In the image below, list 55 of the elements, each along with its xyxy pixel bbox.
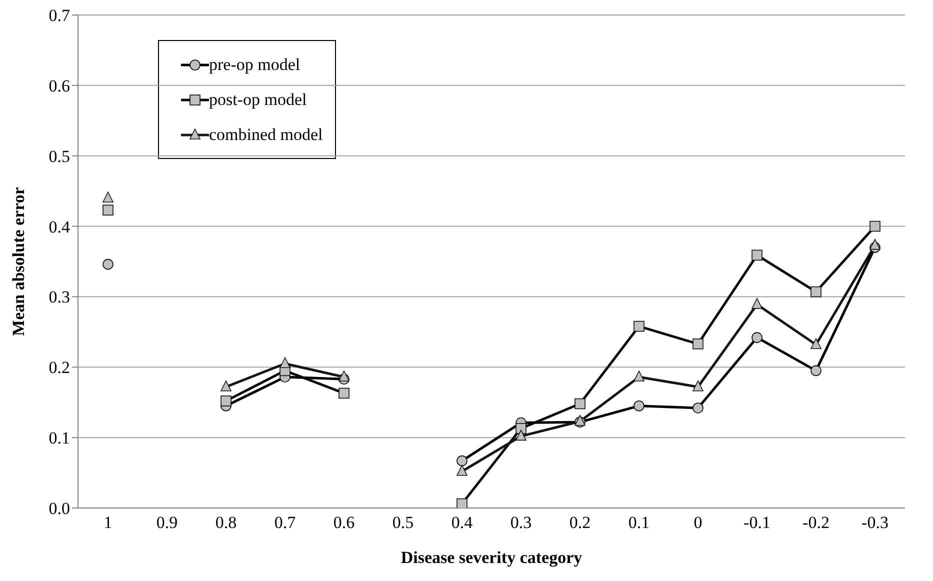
point [102, 204, 114, 216]
x-tick-label: 0.1 [628, 513, 650, 532]
point [870, 220, 880, 232]
point [692, 338, 704, 350]
point [456, 464, 468, 476]
point [752, 298, 762, 309]
y-tick-label: 0.3 [48, 288, 70, 307]
point [220, 396, 232, 406]
point [810, 286, 822, 298]
y-tick-label: 0.1 [48, 428, 70, 448]
x-tick-label: 0.4 [451, 513, 474, 532]
point [516, 430, 526, 441]
y-tick-label: 0.7 [48, 6, 70, 26]
legend-label: combined model [209, 124, 323, 144]
x-axis-title: Disease severity category [400, 548, 583, 567]
x-tick-label: 0.2 [569, 513, 591, 532]
point [456, 455, 468, 466]
point [634, 370, 644, 382]
point [634, 400, 644, 412]
point [634, 320, 644, 332]
point [280, 357, 290, 368]
x-tick-label: -0.1 [744, 513, 770, 532]
legend-label: post-op model [209, 90, 307, 110]
point [456, 498, 468, 508]
point [338, 388, 350, 399]
point [102, 258, 114, 270]
point [338, 370, 350, 382]
x-tick-label: 0.3 [510, 513, 532, 532]
x-tick-label: 0.5 [392, 513, 414, 532]
point [102, 192, 114, 203]
point [692, 380, 704, 392]
point [220, 380, 232, 392]
x-tick-label: 0.7 [274, 513, 296, 532]
point [692, 402, 704, 414]
legend-label: pre-op model [209, 54, 300, 74]
point [810, 365, 822, 376]
y-tick-label: 0.0 [48, 499, 70, 518]
point [870, 238, 880, 250]
y-axis-title: Mean absolute error [9, 186, 28, 336]
point [574, 398, 586, 410]
x-tick-label: -0.2 [802, 513, 830, 532]
point [752, 250, 762, 261]
y-tick-label: 0.5 [48, 146, 70, 166]
y-tick-label: 0.2 [48, 358, 70, 378]
x-tick-label: 1 [104, 513, 112, 532]
x-tick-label: 0.6 [333, 513, 355, 532]
point [752, 332, 762, 343]
point [810, 338, 822, 350]
x-tick-label: 0.8 [215, 513, 237, 532]
x-tick-label: 0 [694, 513, 702, 532]
x-tick-label: -0.3 [862, 513, 888, 532]
y-tick-label: 0.6 [48, 76, 70, 96]
y-tick-label: 0.4 [48, 217, 70, 236]
x-tick-label: 0.9 [156, 513, 178, 532]
point [516, 423, 526, 434]
